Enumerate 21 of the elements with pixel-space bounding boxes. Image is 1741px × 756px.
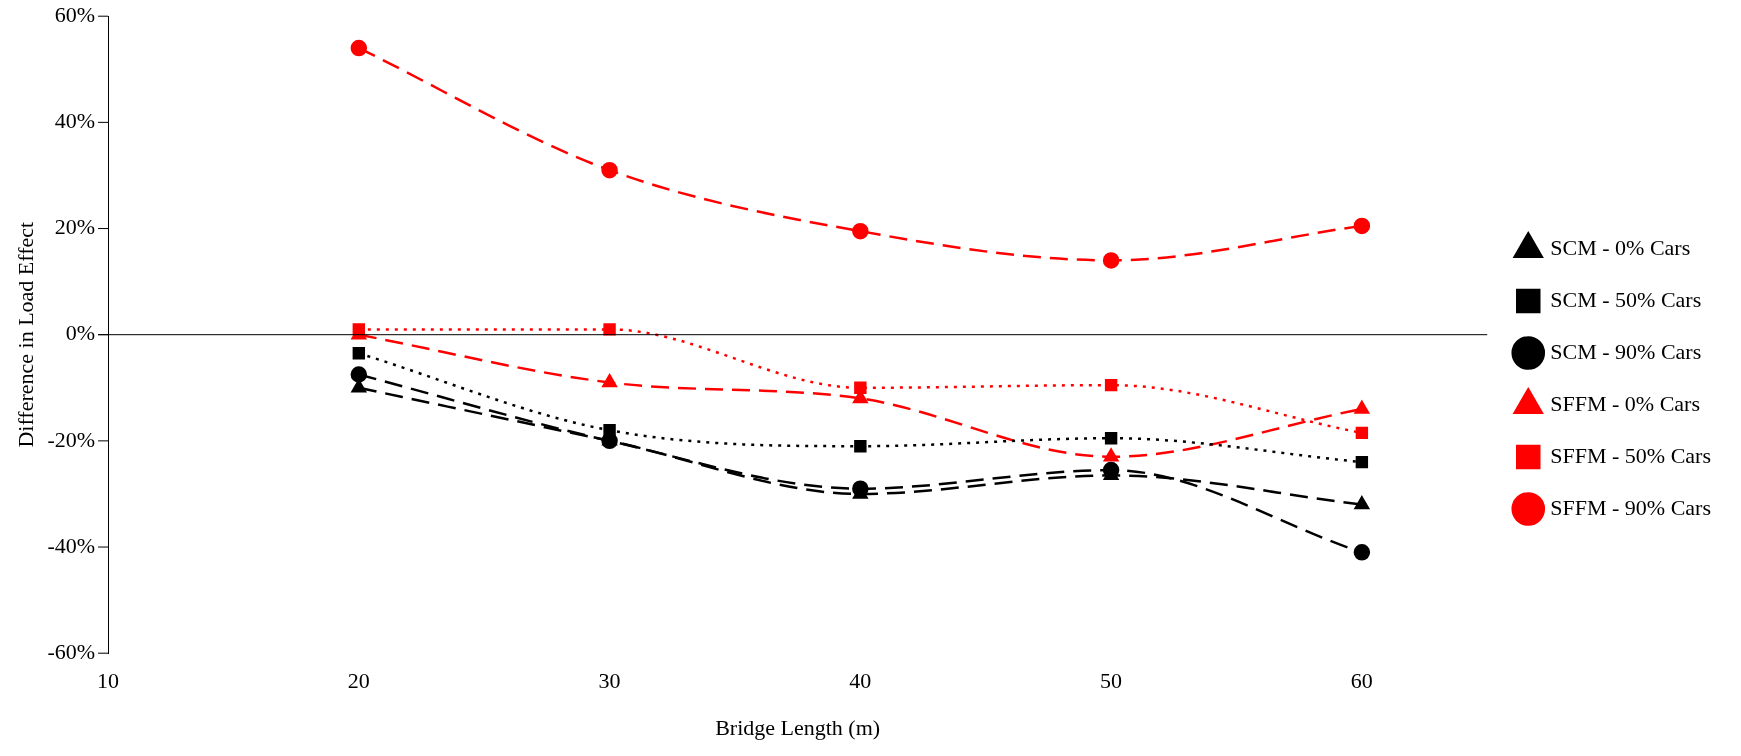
x-tick-label: 10 — [97, 668, 120, 694]
legend-label: SCM - 50% Cars — [1550, 286, 1702, 312]
legend-label: SCM - 0% Cars — [1550, 234, 1691, 260]
y-tick-label: 20% — [54, 214, 96, 240]
y-tick-label: 40% — [54, 108, 96, 134]
legend-label: SFFM - 90% Cars — [1550, 494, 1711, 520]
x-tick-label: 60 — [1350, 668, 1373, 694]
x-axis-title: Bridge Length (m) — [715, 714, 881, 740]
x-tick-label: 20 — [347, 668, 370, 694]
y-axis-title: Difference in Load Effect — [12, 221, 38, 448]
x-tick-label: 50 — [1100, 668, 1123, 694]
legend-label: SFFM - 50% Cars — [1550, 442, 1711, 468]
y-tick-label: -40% — [47, 532, 96, 558]
y-tick-label: 60% — [54, 1, 96, 27]
x-tick-label: 40 — [849, 668, 872, 694]
y-tick-label: 0% — [65, 320, 96, 346]
x-tick-label: 30 — [598, 668, 621, 694]
y-tick-label: -60% — [47, 638, 96, 664]
legend-label: SFFM - 0% Cars — [1550, 390, 1700, 416]
legend-label: SCM - 90% Cars — [1550, 338, 1702, 364]
y-tick-label: -20% — [47, 426, 96, 452]
